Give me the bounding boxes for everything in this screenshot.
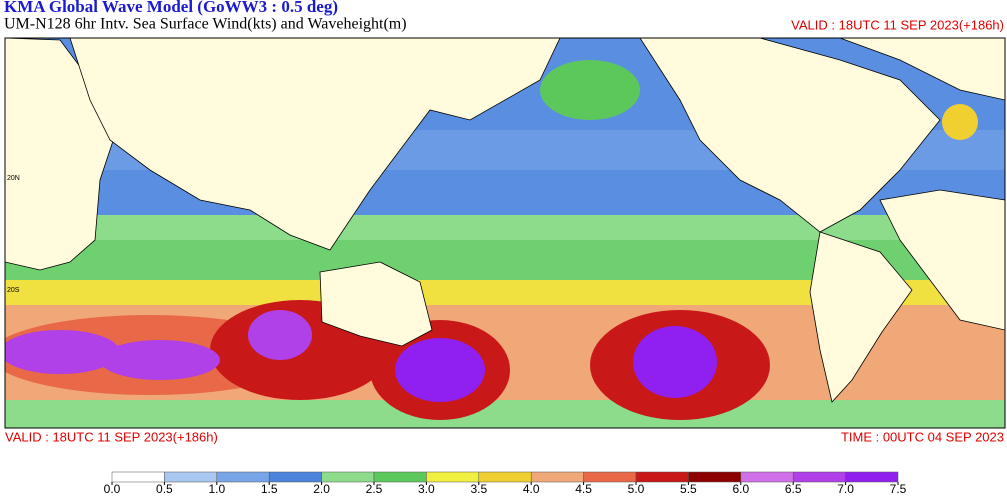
colorbar-label: 0.0: [104, 482, 121, 496]
colorbar-label: 3.0: [418, 482, 435, 496]
colorbar-swatch: [373, 471, 427, 483]
colorbar-label: 7.0: [837, 482, 854, 496]
colorbar-label: 4.5: [575, 482, 592, 496]
title: KMA Global Wave Model (GoWW3 : 0.5 deg): [4, 0, 338, 16]
valid-top: VALID : 18UTC 11 SEP 2023(+186h): [791, 17, 1004, 32]
colorbar-label: 4.0: [523, 482, 540, 496]
colorbar-swatch: [268, 471, 322, 483]
colorbar: 0.0 0.5 1.0 1.5 2.0 2.5 3.0 3.5 4.0 4.5 5.0 5.5 6.0 6…: [104, 471, 907, 496]
colorbar-swatch: [792, 471, 846, 483]
subtitle: UM-N128 6hr Intv. Sea Surface Wind(kts) …: [4, 16, 407, 33]
colorbar-swatch: [583, 471, 637, 483]
colorbar-label: 2.5: [366, 482, 383, 496]
colorbar-swatch: [530, 471, 584, 483]
lat-label: 20S: [7, 287, 20, 294]
colorbar-swatch: [111, 471, 165, 483]
colorbar-swatch: [740, 471, 794, 483]
colorbar-label: 5.0: [628, 482, 645, 496]
map: 20N 20S: [4, 37, 1006, 429]
colorbar-swatch: [426, 471, 480, 483]
colorbar-label: 2.0: [313, 482, 330, 496]
colorbar-label: 1.5: [261, 482, 278, 496]
colorbar-label: 6.0: [732, 482, 749, 496]
colorbar-swatch: [635, 471, 689, 483]
colorbar-swatch: [845, 471, 899, 483]
colorbar-label: 6.5: [785, 482, 802, 496]
colorbar-label: 5.5: [680, 482, 697, 496]
colorbar-swatch: [321, 471, 375, 483]
colorbar-label: 3.5: [470, 482, 487, 496]
colorbar-label: 1.0: [208, 482, 225, 496]
valid-bottom: VALID : 18UTC 11 SEP 2023(+186h): [5, 429, 218, 444]
colorbar-swatch: [478, 471, 532, 483]
colorbar-swatch: [216, 471, 270, 483]
colorbar-label: 0.5: [156, 482, 173, 496]
colorbar-swatch: [688, 471, 742, 483]
colorbar-swatch: [164, 471, 218, 483]
run-time: TIME : 00UTC 04 SEP 2023: [841, 429, 1004, 444]
lat-label: 20N: [7, 175, 20, 182]
colorbar-label: 7.5: [890, 482, 907, 496]
